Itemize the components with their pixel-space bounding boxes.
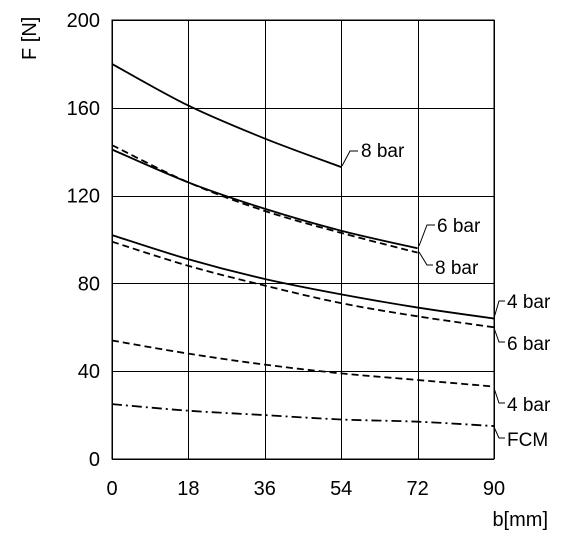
series-annotation-label: 4 bar	[507, 395, 551, 416]
annotation-leader-line	[341, 150, 358, 167]
series-annotation-label: FCM	[507, 430, 548, 451]
y-tick-label: 80	[78, 273, 100, 295]
y-tick-label: 160	[67, 98, 100, 120]
series-line-solid-6-bar	[111, 148, 418, 250]
series-line-dashed-4-bar	[111, 339, 495, 388]
x-tick-label: 54	[330, 478, 352, 500]
annotation-leader-line	[493, 426, 505, 439]
x-tick-label: 72	[406, 478, 428, 500]
y-tick-label: 120	[67, 186, 100, 208]
y-tick-label: 0	[89, 449, 100, 471]
series-line-solid-4-bar	[111, 234, 495, 320]
annotation-leader-line	[418, 224, 435, 247]
plot-frame	[111, 19, 495, 460]
series-line-dashed-6-bar	[111, 240, 495, 329]
series-annotation-label: 8 bar	[435, 258, 479, 279]
series-layer	[111, 63, 495, 427]
tick-label-layer: 0 18 36 54 72 90 0 40 80 120 160 200	[67, 10, 506, 500]
series-line-solid-8-bar	[111, 63, 342, 168]
series-annotation-label: 4 bar	[507, 292, 551, 313]
y-tick-label: 200	[67, 10, 100, 32]
annotation-leader-line	[493, 327, 505, 343]
y-tick-label: 40	[78, 361, 100, 383]
series-annotation-label: 8 bar	[361, 141, 405, 162]
y-axis-label: F [N]	[19, 17, 41, 60]
annotation-leader-line	[418, 251, 433, 266]
x-tick-label: 90	[483, 478, 505, 500]
series-line-dashdot-fcm	[111, 403, 495, 427]
series-line-dashed-8-bar	[111, 144, 418, 254]
series-annotation-label: 6 bar	[507, 334, 551, 355]
grid-layer	[112, 20, 495, 460]
x-tick-label: 36	[254, 478, 276, 500]
annotation-leader-line	[493, 300, 505, 319]
series-annotation-label: 6 bar	[437, 216, 481, 237]
annotation-layer: 8 bar 6 bar 8 bar 4 bar 6 bar 4 bar FCM	[341, 141, 551, 451]
x-axis-label: b[mm]	[492, 509, 548, 531]
x-tick-label: 0	[106, 478, 117, 500]
x-tick-label: 18	[177, 478, 199, 500]
annotation-leader-line	[493, 387, 505, 404]
